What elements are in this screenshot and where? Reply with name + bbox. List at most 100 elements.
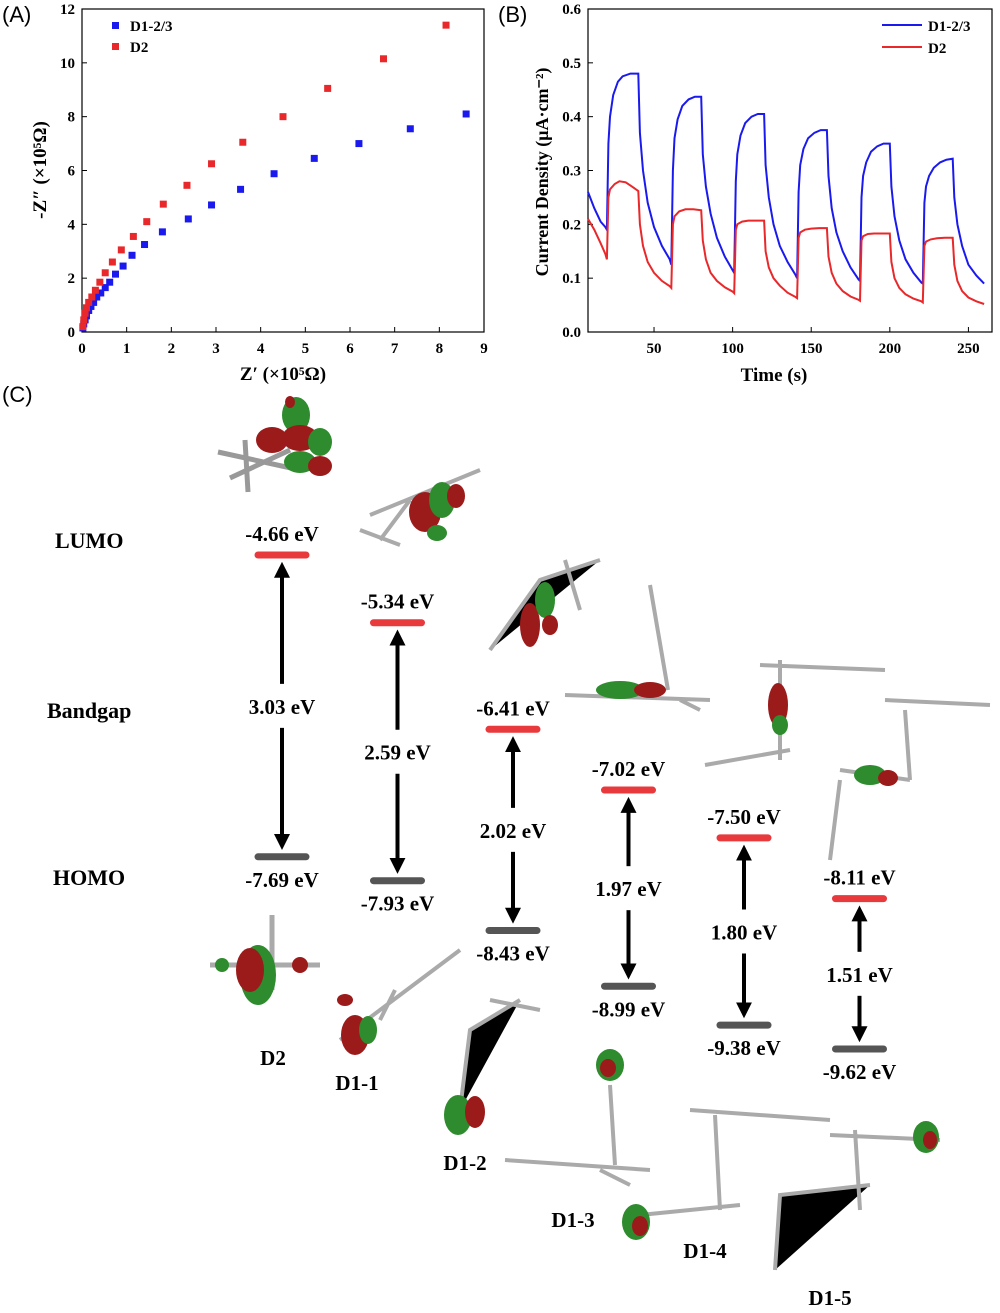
x-tick-label-b: 150: [800, 341, 823, 357]
x-axis-label-b: Time (s): [741, 365, 808, 386]
y-tick-label-b: 0.6: [562, 2, 581, 18]
orbital-d1-2-homo: [444, 998, 541, 1135]
y-axis-label-a: -Z″ (×10⁵Ω): [30, 121, 51, 219]
bandgap-value-d1-5: 1.51 eV: [826, 963, 893, 987]
bandgap-value-d1-1: 2.59 eV: [364, 741, 431, 765]
energy-level-diagram: LUMO Bandgap HOMO: [47, 396, 991, 1310]
homo-value-d1-1: -7.93 eV: [361, 892, 434, 916]
x-tick-label-a: 0: [78, 341, 86, 357]
molecule-name-d1-5: D1-5: [808, 1286, 851, 1310]
y-tick-label-a: 8: [68, 110, 76, 126]
y-tick-label-b: 0.4: [562, 110, 581, 126]
panel-label-b: (B): [498, 2, 527, 27]
x-tick-label-a: 9: [480, 341, 488, 357]
homo-value-d1-5: -9.62 eV: [823, 1060, 896, 1084]
bandgap-value-d1-4: 1.80 eV: [711, 920, 778, 944]
x-tick-label-a: 6: [346, 341, 354, 357]
lumo-value-d1-5: -8.11 eV: [823, 866, 895, 890]
legend-b: D1-2/3 D2: [882, 19, 971, 57]
series-line-d2: [587, 180, 985, 305]
y-tick-label-b: 0.2: [562, 217, 581, 233]
molecule-name-d1-3: D1-3: [551, 1208, 594, 1232]
data-point-d1-2-3: [119, 262, 127, 270]
data-point-d1-2-3: [208, 201, 216, 209]
data-point-d2: [80, 316, 88, 324]
molecule-illustrations: [210, 396, 991, 1271]
x-tick-label-a: 7: [391, 341, 399, 357]
x-tick-label-a: 2: [168, 341, 176, 357]
bandgap-value-d1-3: 1.97 eV: [595, 877, 662, 901]
bandgap-value-d1-2: 2.02 eV: [480, 819, 547, 843]
y-tick-label-b: 0.3: [562, 164, 581, 180]
y-tick-label-a: 0: [68, 325, 76, 341]
y-axis-label-b: Current Density (μA·cm⁻²): [532, 68, 553, 277]
data-point-d2: [208, 160, 216, 168]
lumo-value-d1-2: -6.41 eV: [476, 696, 549, 720]
x-tick-label-a: 5: [302, 341, 310, 357]
orbital-d1-4-lumo: [704, 660, 886, 767]
data-point-d1-2-3: [310, 154, 318, 162]
data-point-d1-2-3: [93, 293, 101, 301]
lumo-value-d2: -4.66 eV: [245, 522, 318, 546]
data-point-d2: [91, 286, 99, 294]
legend-marker-d2: [112, 43, 119, 50]
x-tick-label-b: 200: [879, 341, 902, 357]
orbital-d1-2-lumo: [488, 558, 601, 652]
orbital-d2-lumo: [217, 396, 332, 493]
data-point-d2: [380, 55, 387, 63]
current-density-plot: 50 100 150 200 250 0.0 0.1 0.2 0.3 0.4 0.5 0.6 Time…: [532, 2, 993, 386]
series-line-d1-2-3: [587, 72, 985, 286]
homo-value-d1-4: -9.38 eV: [707, 1036, 780, 1060]
homo-value-d1-2: -8.43 eV: [476, 941, 549, 965]
data-point-d2: [159, 200, 167, 208]
data-point-d2: [143, 218, 151, 226]
homo-value-d1-3: -8.99 eV: [592, 997, 665, 1021]
row-label-bandgap: Bandgap: [47, 698, 131, 723]
data-point-d1-2-3: [90, 298, 98, 306]
y-tick-label-a: 2: [68, 271, 76, 287]
orbital-d1-5-homo: [773, 1121, 941, 1271]
data-point-d1-2-3: [101, 284, 109, 292]
x-tick-label-a: 4: [257, 341, 265, 357]
data-point-d2: [129, 232, 137, 240]
orbital-d1-4-homo: [622, 1108, 831, 1240]
orbital-d2-homo: [210, 915, 320, 1005]
data-point-d1-2-3: [106, 278, 114, 286]
data-point-d2: [324, 84, 332, 92]
lumo-value-d1-1: -5.34 eV: [361, 590, 434, 614]
y-tick-label-b: 0.5: [562, 56, 581, 72]
data-point-d1-2-3: [112, 270, 119, 278]
lumo-value-d1-3: -7.02 eV: [592, 757, 665, 781]
data-point-d2: [79, 323, 87, 331]
row-label-homo: HOMO: [53, 865, 125, 890]
data-point-d2: [101, 269, 109, 277]
data-point-d2: [108, 258, 116, 266]
orbital-d1-3-homo: [504, 1049, 651, 1187]
data-point-d2: [279, 113, 287, 121]
x-tick-label-a: 8: [436, 341, 444, 357]
data-point-d1-2-3: [87, 302, 95, 310]
data-point-d2: [117, 246, 125, 254]
x-axis-label-a: Z′ (×10⁵Ω): [240, 364, 326, 385]
plot-frame-a: [81, 8, 485, 333]
molecule-name-d2: D2: [260, 1046, 286, 1070]
y-tick-label-a: 4: [68, 217, 76, 233]
x-tick-label-b: 50: [647, 341, 662, 357]
orbital-d1-3-lumo: [564, 584, 711, 712]
legend-label-d1: D1-2/3: [130, 19, 173, 35]
x-tick-label-a: 1: [123, 341, 131, 357]
data-point-d2: [183, 181, 191, 189]
legend-label-d1-b: D1-2/3: [928, 19, 971, 35]
bandgap-value-d2: 3.03 eV: [249, 695, 316, 719]
data-point-d2: [239, 138, 247, 146]
data-point-d2: [88, 293, 96, 301]
legend-label-d2: D2: [130, 40, 148, 56]
data-point-d1-2-3: [184, 215, 192, 223]
y-tick-label-b: 0.0: [562, 325, 581, 341]
data-point-d2: [85, 298, 93, 306]
panel-label-a: (A): [2, 2, 31, 27]
molecule-name-d1-2: D1-2: [443, 1151, 486, 1175]
data-point-d1-2-3: [406, 125, 414, 133]
orbital-d1-5-lumo: [828, 698, 991, 861]
